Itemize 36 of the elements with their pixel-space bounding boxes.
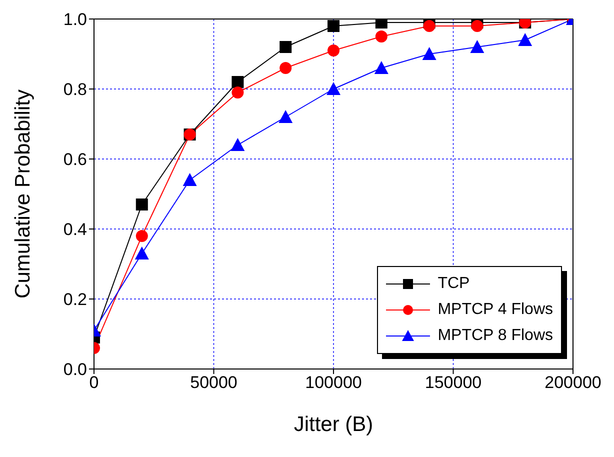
- y-tick-label: 0.0: [63, 360, 87, 380]
- point: [280, 62, 292, 74]
- y-tick-label: 0.4: [63, 220, 87, 240]
- x-tick-label: 0: [89, 373, 99, 392]
- point: [232, 86, 244, 98]
- legend-label: MPTCP 4 Flows: [438, 301, 553, 319]
- y-tick-label: 0.6: [63, 150, 87, 170]
- point: [471, 20, 484, 32]
- point: [374, 61, 388, 74]
- point: [136, 198, 148, 210]
- y-tick-label: 0.8: [63, 80, 87, 100]
- point: [280, 41, 292, 53]
- point: [232, 76, 244, 88]
- point: [470, 40, 484, 53]
- x-tick-label: 100000: [305, 373, 362, 392]
- legend-label: MPTCP 8 Flows: [438, 327, 553, 345]
- x-tick-label: 150000: [424, 373, 482, 392]
- point: [423, 20, 436, 32]
- point: [328, 44, 340, 56]
- point: [230, 138, 245, 151]
- legend-label: TCP: [438, 275, 470, 293]
- point: [326, 82, 340, 95]
- x-axis-title: Jitter (B): [294, 413, 374, 436]
- point: [136, 230, 148, 242]
- point: [182, 173, 197, 186]
- y-tick-label: 1.0: [63, 10, 87, 30]
- point: [422, 47, 436, 60]
- y-axis-title: Cumulative Probability: [11, 89, 34, 298]
- x-tick-label: 200000: [544, 373, 602, 392]
- point: [278, 110, 293, 123]
- point: [375, 30, 388, 42]
- x-tick-label: 50000: [190, 373, 238, 392]
- point: [134, 246, 149, 260]
- point: [328, 20, 340, 32]
- y-tick-label: 0.2: [63, 290, 87, 310]
- point: [518, 33, 532, 46]
